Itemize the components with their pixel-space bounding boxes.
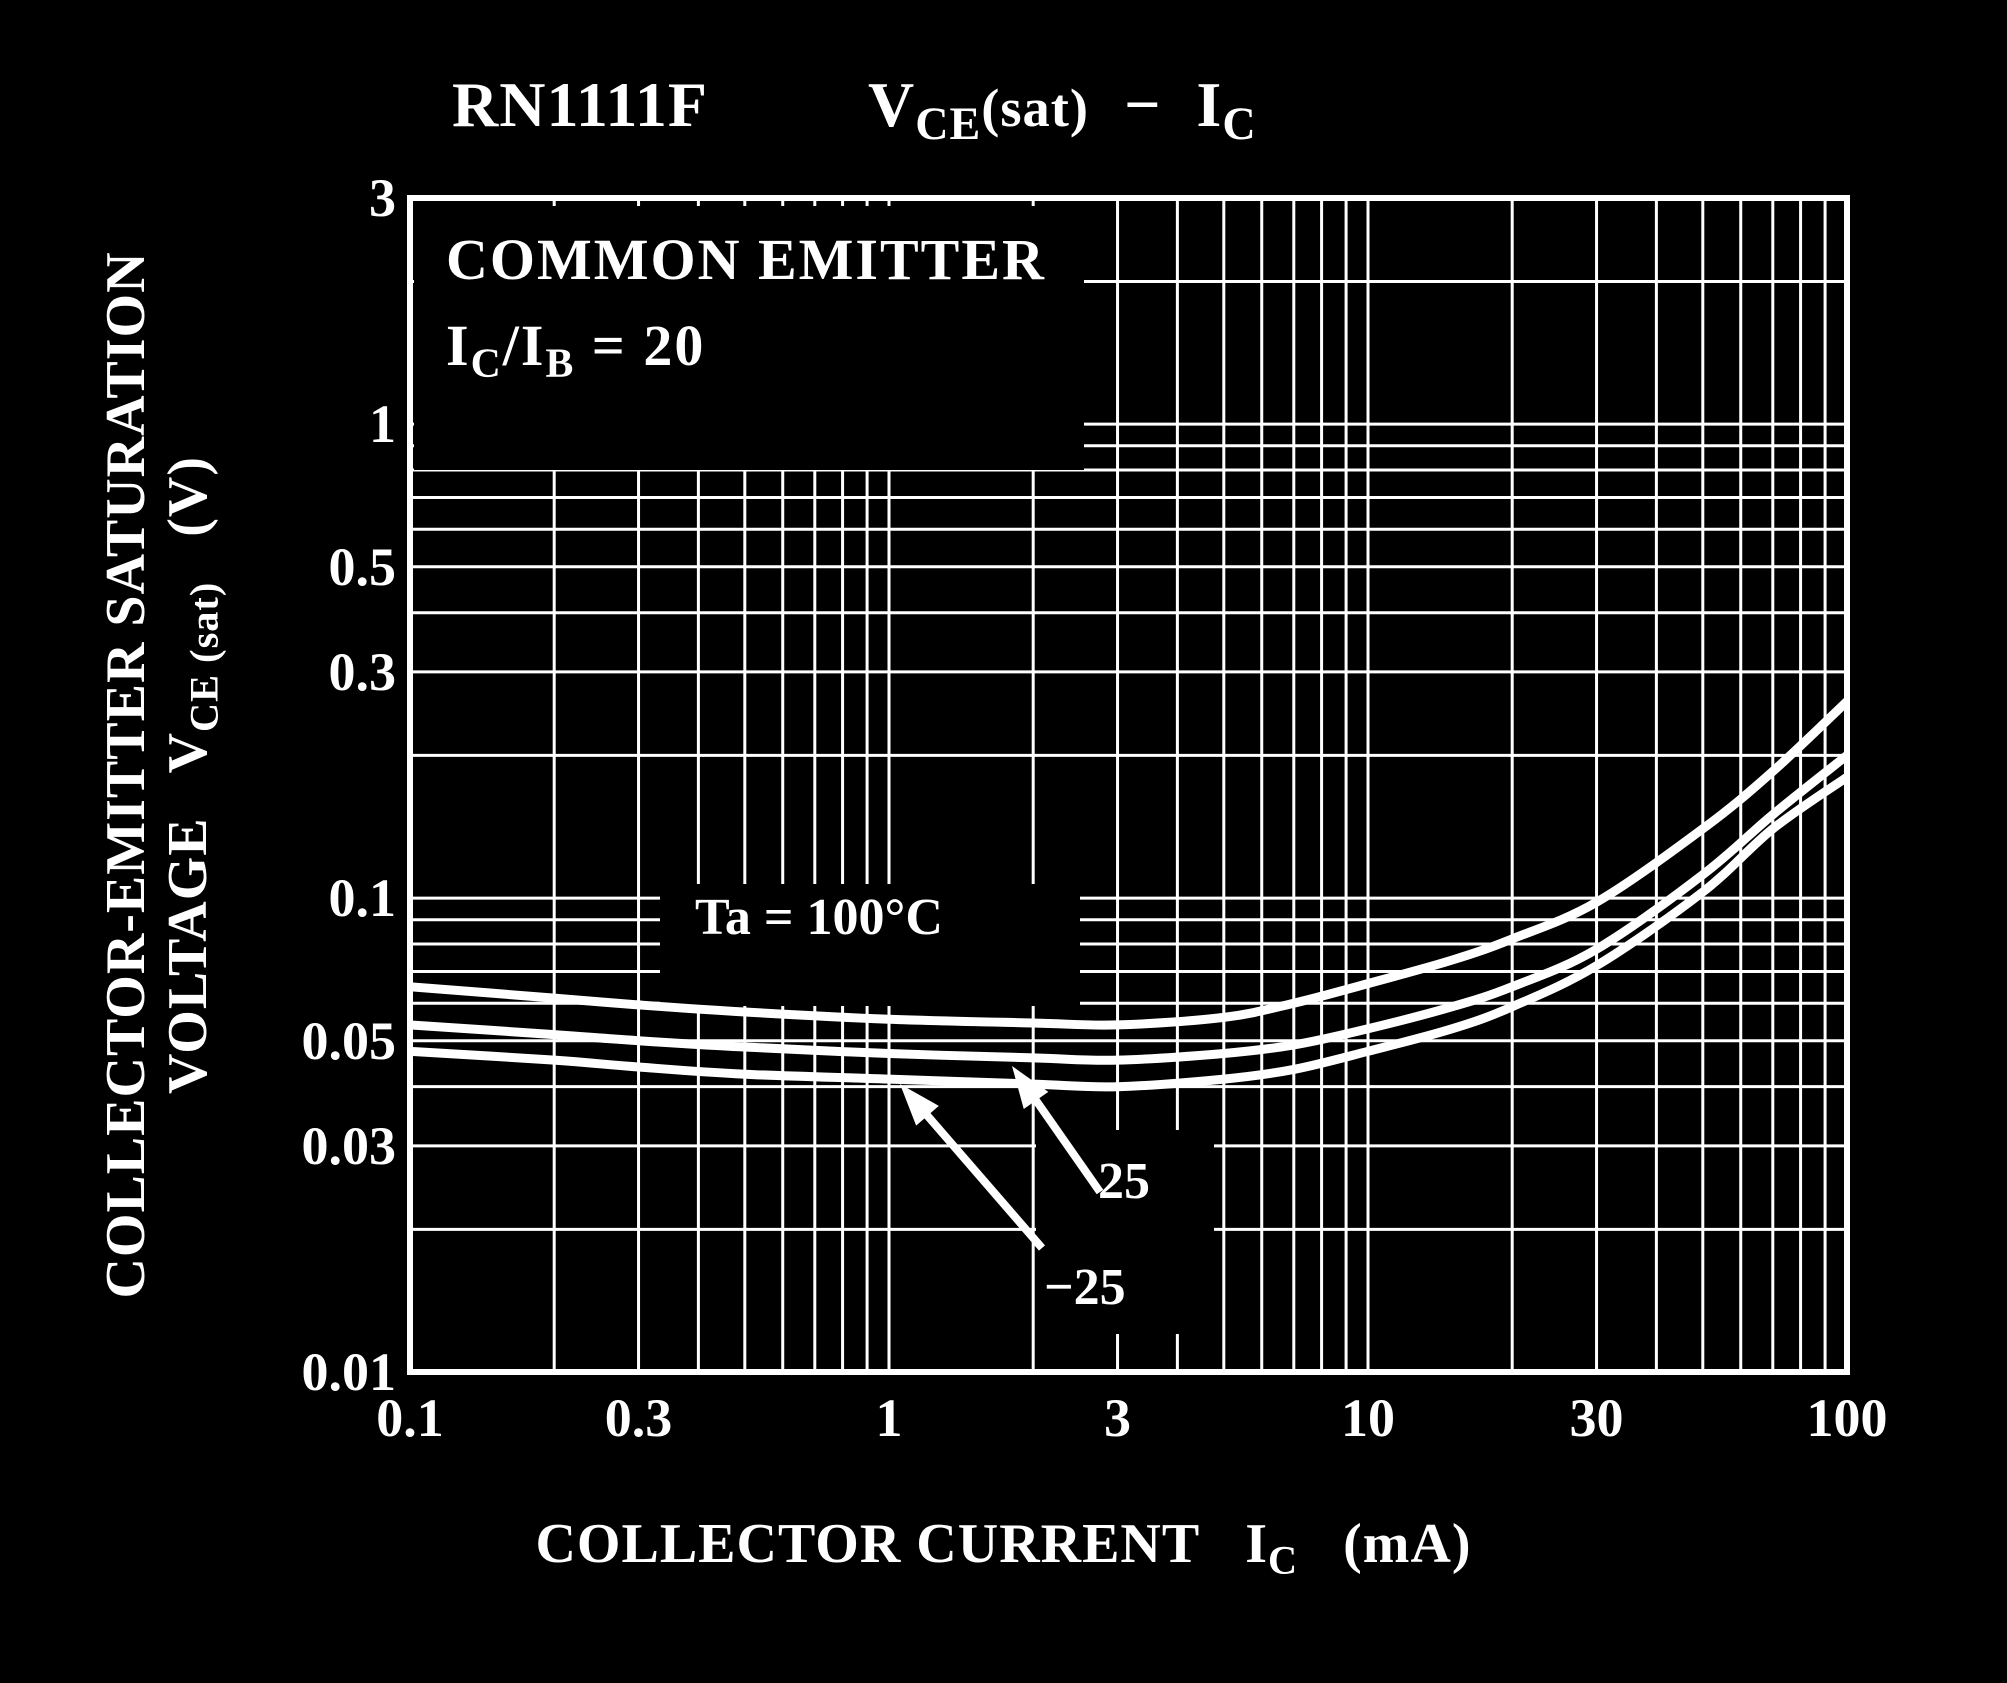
ta-label-backdrop [660,884,1080,1006]
chart-title: RN1111F [452,68,708,142]
curve-ta-100c [413,698,1844,1030]
y-tick-label: 0.01 [301,1342,397,1402]
curve-ta-minus25 [413,773,1844,1092]
x-tick-label: 30 [1569,1388,1624,1448]
arrow-25-head [1012,1066,1049,1110]
y-tick-label: 0.03 [301,1115,397,1176]
curve-label-25: 25 [1098,1153,1150,1210]
arrow-minus25-head [900,1084,939,1126]
x-tick-label: 0.1 [376,1388,444,1448]
title-sat: (sat) [981,78,1089,138]
title-v-sub: CE [915,97,982,149]
y-tick-label: 3 [369,168,396,228]
y-axis-title-line1: COLLECTOR-EMITTER SATURATION [95,251,157,1299]
device-name: RN1111F [452,69,708,140]
legend-condition: IC/IB = 20 [446,313,706,387]
x-tick-label: 10 [1341,1388,1395,1448]
plot-border [407,195,1850,1375]
y-axis-title-line2: VOLTAGE VCE (sat) (V) [157,455,227,1095]
x-tick-label: 100 [1806,1388,1888,1448]
curve-label-minus25: −25 [1044,1259,1126,1316]
y-axis-title: COLLECTOR-EMITTER SATURATION VOLTAGE VCE… [95,185,227,1365]
x-tick-label: 0.3 [604,1388,673,1448]
curve-ta-25 [413,752,1844,1065]
title-i: I [1196,69,1223,140]
legend-backdrop [414,206,1084,470]
y-tick-label: 0.1 [328,868,397,929]
arrow-minus25-shaft [920,1108,1046,1251]
title-i-sub: C [1222,97,1257,149]
x-tick-label: 3 [1104,1388,1132,1448]
chart-title-symbol: VCE(sat) − IC [868,68,1257,146]
y-tick-label: 1 [369,394,396,455]
y-tick-label: 0.5 [328,536,397,597]
title-v: V [868,69,916,140]
temp-labels-backdrop [1036,1130,1214,1334]
legend-common-emitter: COMMON EMITTER [446,227,1046,292]
x-tick-label: 1 [875,1388,903,1448]
title-minus: − [1123,69,1162,140]
curve-label-100c: Ta = 100°C [695,889,943,946]
y-tick-label: 0.3 [328,641,397,702]
y-tick-label: 0.05 [301,1010,397,1071]
x-axis-title: COLLECTOR CURRENT IC (mA) [535,1513,1472,1583]
arrow-25-shaft [1029,1093,1104,1195]
